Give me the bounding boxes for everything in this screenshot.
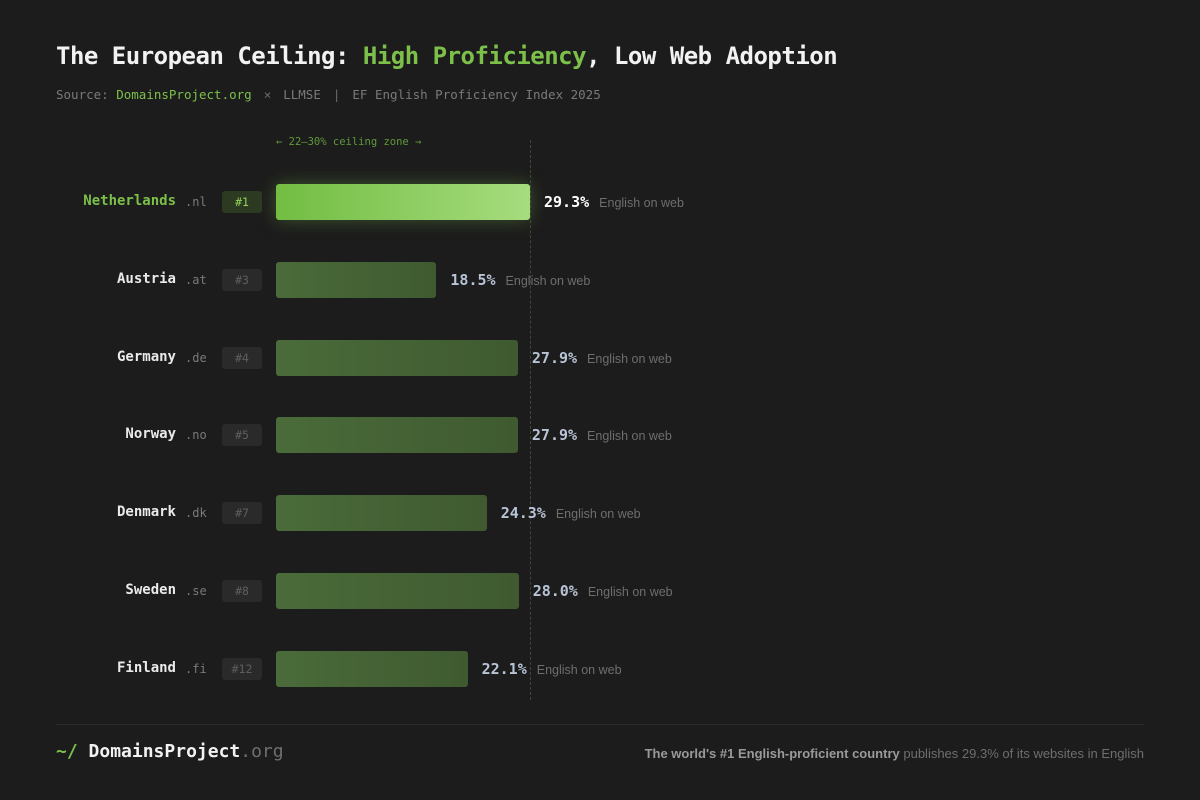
- bar: [276, 340, 518, 376]
- value-number: 18.5%: [450, 271, 496, 289]
- country-label: Finland: [116, 660, 176, 676]
- brand-tld: .org: [240, 741, 284, 762]
- rank-badge: #1: [222, 191, 262, 213]
- tld-label: .nl: [185, 195, 207, 209]
- value-suffix: English on web: [599, 196, 684, 210]
- rank-badge: #5: [222, 424, 262, 446]
- value-suffix: English on web: [587, 352, 672, 366]
- bar: [276, 262, 437, 298]
- brand-logo[interactable]: ~/ DomainsProject.org: [56, 741, 284, 762]
- bar: [276, 184, 530, 220]
- country-label: Norway: [125, 426, 176, 442]
- title-prefix: The European Ceiling:: [56, 42, 363, 70]
- footer-tagline: The world's #1 English-proficient countr…: [645, 746, 1144, 761]
- value-number: 28.0%: [532, 582, 578, 600]
- rank-badge: #12: [222, 658, 262, 680]
- rank-badge: #8: [222, 580, 262, 602]
- bar: [276, 651, 468, 687]
- ceiling-line: [530, 140, 531, 700]
- tld-label: .no: [185, 428, 207, 442]
- value-suffix: English on web: [536, 663, 622, 677]
- rank-badge: #7: [222, 502, 262, 524]
- source-separator: ×: [263, 87, 272, 102]
- ceiling-zone-annotation: ← 22–30% ceiling zone →: [276, 136, 422, 148]
- country-label: Austria: [116, 271, 176, 287]
- tld-label: .se: [185, 584, 207, 598]
- tld-label: .fi: [185, 662, 207, 676]
- bar-row: Sweden .se #8 28.0% English on web: [0, 573, 1200, 609]
- bar-row: Denmark .dk #7 24.3% English on web: [0, 495, 1200, 531]
- rank-badge: #3: [222, 269, 262, 291]
- bar-row: Germany .de #4 27.9% English on web: [0, 340, 1200, 376]
- title-suffix: , Low Web Adoption: [586, 42, 838, 70]
- bar: [276, 417, 518, 453]
- bar-row: Finland .fi #12 22.1% English on web: [0, 651, 1200, 687]
- bar-row: Netherlands .nl #1 29.3% English on web: [0, 184, 1200, 220]
- tagline-rest: publishes 29.3% of its websites in Engli…: [899, 746, 1144, 761]
- bar-row: Austria .at #3 18.5% English on web: [0, 262, 1200, 298]
- source-llmse: LLMSE: [283, 87, 321, 102]
- value-label: 24.3% English on web: [501, 504, 641, 522]
- country-label: Denmark: [116, 504, 176, 520]
- value-label: 29.3% English on web: [544, 193, 684, 211]
- source-line: Source: DomainsProject.org × LLMSE | EF Engl…: [56, 87, 601, 102]
- bar: [276, 495, 487, 531]
- value-number: 27.9%: [531, 349, 578, 367]
- value-label: 27.9% English on web: [532, 349, 672, 367]
- country-label: Netherlands: [83, 193, 176, 209]
- source-label: Source:: [56, 87, 117, 102]
- brand-name: DomainsProject: [88, 741, 241, 762]
- value-number: 27.9%: [531, 426, 578, 444]
- value-label: 18.5% English on web: [450, 271, 590, 289]
- tld-label: .at: [185, 273, 207, 287]
- value-suffix: English on web: [505, 274, 591, 288]
- source-link[interactable]: DomainsProject.org: [116, 87, 252, 102]
- bar: [276, 573, 519, 609]
- source-pipe: |: [332, 87, 341, 102]
- value-number: 29.3%: [544, 193, 590, 211]
- footer-divider: [56, 724, 1144, 725]
- value-number: 22.1%: [481, 660, 527, 678]
- title-highlight: High Proficiency: [362, 42, 587, 70]
- value-suffix: English on web: [587, 429, 672, 443]
- source-index: EF English Proficiency Index 2025: [352, 87, 601, 102]
- country-label: Sweden: [125, 582, 176, 598]
- value-label: 22.1% English on web: [482, 660, 622, 678]
- value-suffix: English on web: [587, 585, 673, 599]
- value-label: 28.0% English on web: [533, 582, 673, 600]
- rank-badge: #4: [222, 347, 262, 369]
- country-label: Germany: [116, 349, 176, 365]
- value-number: 24.3%: [500, 504, 546, 522]
- value-label: 27.9% English on web: [532, 426, 672, 444]
- value-suffix: English on web: [555, 507, 641, 521]
- tld-label: .dk: [185, 506, 207, 520]
- tagline-bold: The world's #1 English-proficient countr…: [644, 746, 900, 761]
- tld-label: .de: [185, 351, 207, 365]
- bar-row: Norway .no #5 27.9% English on web: [0, 417, 1200, 453]
- page-title: The European Ceiling: High Proficiency, …: [56, 42, 838, 70]
- brand-prompt: ~/: [56, 741, 78, 762]
